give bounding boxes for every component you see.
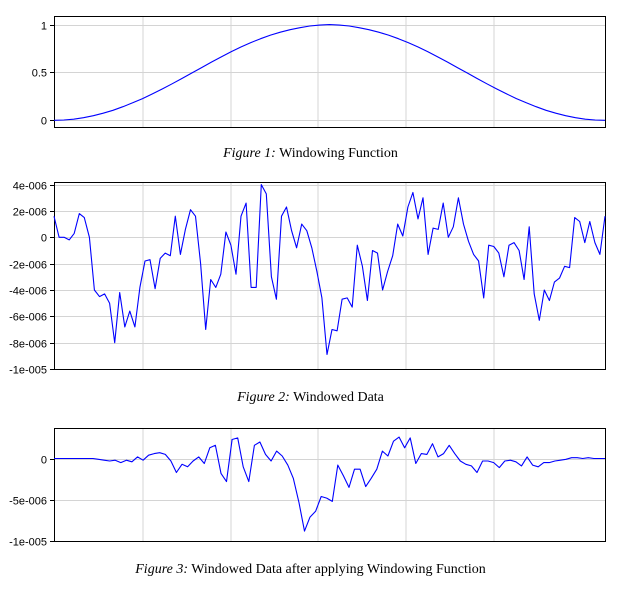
figure-1-caption-prefix: Figure 1:: [223, 146, 276, 161]
chart-1-ytick-label-2: 0.5: [32, 68, 47, 80]
figure-1-caption: Figure 1: Windowing Function: [0, 146, 621, 162]
figure-2-caption-prefix: Figure 2:: [237, 390, 290, 405]
chart-2-frame: [54, 182, 606, 370]
chart-1-ytick-label-3: 0: [41, 116, 47, 128]
chart-1-frame: [54, 16, 606, 128]
chart-3-series-line: [54, 436, 605, 532]
chart-2-ytick-label-8: -1e-005: [9, 365, 47, 377]
figure-2-caption: Figure 2: Windowed Data: [0, 390, 621, 406]
figure-3-caption: Figure 3: Windowed Data after applying W…: [0, 562, 621, 578]
chart-1: 10.50: [32, 16, 606, 128]
chart-1-ytick-label-1: 1: [41, 21, 47, 33]
chart-2-ytick-label-7: -8e-006: [9, 339, 47, 351]
chart-2-ytick-label-5: -4e-006: [9, 286, 47, 298]
chart-2-ytick-label-2: 2e-006: [13, 207, 47, 219]
chart-2: 4e-006 2e-006 0 -2e-006 -4e-006 -6e-006 -8e-00…: [9, 181, 606, 377]
chart-1-series-line: [53, 24, 606, 121]
figure-3-caption-text: Windowed Data after applying Windowing F…: [188, 562, 486, 577]
figure-2-caption-text: Windowed Data: [289, 390, 384, 405]
chart-2-series-line: [53, 184, 606, 356]
figure-1-caption-text: Windowing Function: [275, 146, 398, 161]
chart-2-ytick-label-3: 0: [41, 233, 47, 245]
chart-3-ytick-label-1: 0: [41, 455, 47, 467]
chart-2-ytick-label-6: -6e-006: [9, 312, 47, 324]
chart-3-ytick-label-3: -1e-005: [9, 537, 47, 549]
figure-3-caption-prefix: Figure 3:: [135, 562, 188, 577]
chart-3-ytick-label-2: -5e-006: [9, 496, 47, 508]
chart-2-ytick-label-4: -2e-006: [9, 260, 47, 272]
chart-2-ytick-label-1: 4e-006: [13, 181, 47, 193]
chart-3: 0 -5e-006 -1e-005: [9, 428, 606, 549]
chart-3-frame: [54, 428, 606, 542]
